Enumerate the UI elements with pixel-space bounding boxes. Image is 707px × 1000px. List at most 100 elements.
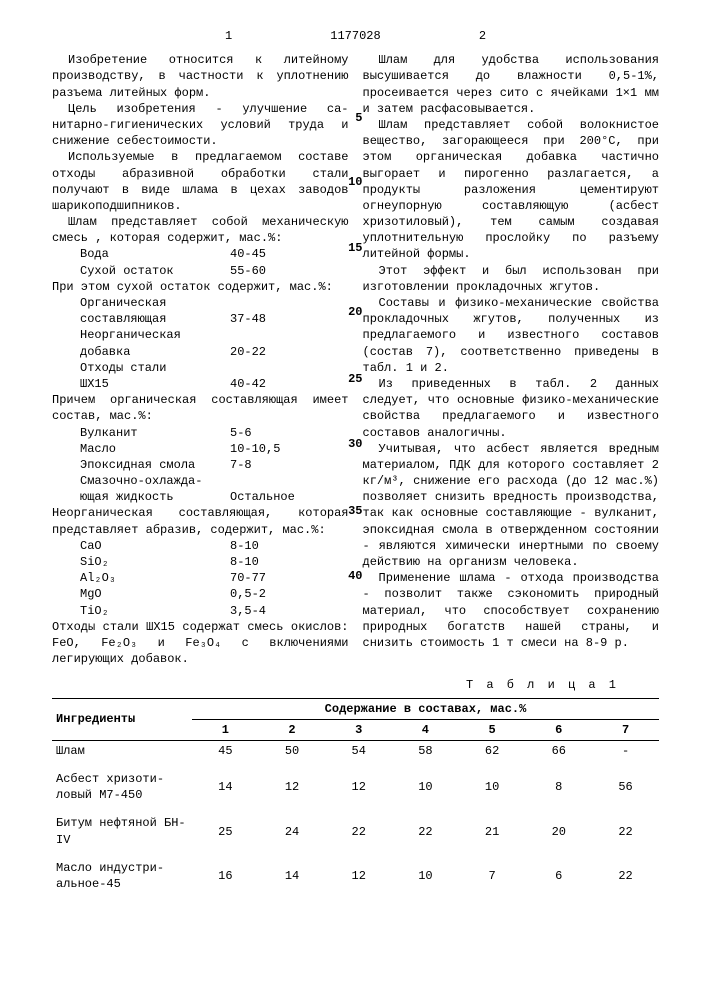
line-marker: 20 [348, 304, 362, 320]
data-label: Al₂O₃ [80, 570, 230, 586]
data-row: Отходы стали [52, 360, 349, 376]
data-label: MgO [80, 586, 230, 602]
col-num-header: 2 [259, 719, 326, 740]
paragraph: Составы и физико-механические свойства п… [363, 295, 660, 376]
cell-value: 7 [459, 858, 526, 894]
data-row: Органическая [52, 295, 349, 311]
data-label: ющая жидкость [80, 489, 230, 505]
ingredient-name: Битум нефтяной БН-IV [52, 813, 192, 849]
paragraph: Шлам представляет собой механи­ческую см… [52, 214, 349, 246]
page-num-right: 2 [386, 28, 659, 44]
cell-value: 14 [259, 858, 326, 894]
data-value: 40-42 [230, 376, 266, 392]
paragraph: Изобретение относится к литейному произв… [52, 52, 349, 101]
page-header: 1 1177028 2 [52, 28, 659, 44]
cell-value: 25 [192, 813, 259, 849]
cell-value: 22 [592, 858, 659, 894]
data-value: 3,5-4 [230, 603, 266, 619]
cell-value: 10 [392, 769, 459, 805]
table-row: Битум нефтяной БН-IV25242222212022 [52, 813, 659, 849]
cell-value: 24 [259, 813, 326, 849]
data-label: ШХ15 [80, 376, 230, 392]
data-row: добавка20-22 [52, 344, 349, 360]
cell-value: 20 [525, 813, 592, 849]
data-row: Неорганическая [52, 327, 349, 343]
data-row: Смазочно-охлажда- [52, 473, 349, 489]
data-label: Вулканит [80, 425, 230, 441]
paragraph: Учитывая, что асбест является вредным ма… [363, 441, 660, 571]
data-value: 40-45 [230, 246, 266, 262]
col-header: Содержание в составах, мас.% [192, 698, 659, 719]
data-row: CaO8-10 [52, 538, 349, 554]
paragraph: Цель изобретения - улучшение са­нитарно-… [52, 101, 349, 150]
data-row: ющая жидкостьОстальное [52, 489, 349, 505]
data-value: 20-22 [230, 344, 266, 360]
paragraph: Отходы стали ШХ15 содержат смесь окислов… [52, 619, 349, 668]
col-num-header: 3 [325, 719, 392, 740]
data-row: TiO₂3,5-4 [52, 603, 349, 619]
col-num-header: 5 [459, 719, 526, 740]
table-row: Шлам455054586266- [52, 740, 659, 761]
data-label: CaO [80, 538, 230, 554]
paragraph: Применение шлама - отхода произ­водства … [363, 570, 660, 651]
data-row: SiO₂8-10 [52, 554, 349, 570]
data-label: Органическая [80, 295, 230, 311]
paragraph: Этот эффект и был использован при изгото… [363, 263, 660, 295]
cell-value: 12 [325, 769, 392, 805]
data-label: Неорганическая [80, 327, 230, 343]
data-label: составляющая [80, 311, 230, 327]
table-row: Асбест хризоти­ловый М7-4501412121010856 [52, 769, 659, 805]
col-header: Ингредиенты [52, 698, 192, 740]
cell-value: 12 [325, 858, 392, 894]
col-num-header: 6 [525, 719, 592, 740]
data-value: 10-10,5 [230, 441, 280, 457]
data-value: 55-60 [230, 263, 266, 279]
left-column: 5 10 15 20 25 30 35 40 Изобретение относ… [52, 52, 349, 667]
line-marker: 25 [348, 371, 362, 387]
data-row: Вода40-45 [52, 246, 349, 262]
cell-value: 45 [192, 740, 259, 761]
data-value: 5-6 [230, 425, 252, 441]
cell-value: 10 [392, 858, 459, 894]
cell-value: - [592, 740, 659, 761]
data-row: Масло10-10,5 [52, 441, 349, 457]
paragraph: Из приведенных в табл. 2 данных следует,… [363, 376, 660, 441]
cell-value: 58 [392, 740, 459, 761]
line-marker: 40 [348, 568, 362, 584]
data-row: MgO0,5-2 [52, 586, 349, 602]
cell-value: 54 [325, 740, 392, 761]
paragraph: Неорганическая составляющая, которая пре… [52, 505, 349, 537]
data-label: Отходы стали [80, 360, 230, 376]
cell-value: 16 [192, 858, 259, 894]
line-marker: 5 [355, 110, 362, 126]
line-marker: 30 [348, 436, 362, 452]
data-label: TiO₂ [80, 603, 230, 619]
two-column-body: 5 10 15 20 25 30 35 40 Изобретение относ… [52, 52, 659, 667]
data-label: Вода [80, 246, 230, 262]
data-value: 70-77 [230, 570, 266, 586]
data-value: 8-10 [230, 554, 259, 570]
col-num-header: 7 [592, 719, 659, 740]
paragraph: Шлам для удобства использования высушива… [363, 52, 660, 117]
data-label: Смазочно-охлажда- [80, 473, 230, 489]
line-marker: 35 [348, 503, 362, 519]
cell-value: 22 [592, 813, 659, 849]
cell-value: 66 [525, 740, 592, 761]
right-column: Шлам для удобства использования высушива… [363, 52, 660, 667]
cell-value: 56 [592, 769, 659, 805]
data-row: ШХ1540-42 [52, 376, 349, 392]
data-label: добавка [80, 344, 230, 360]
page-num-left: 1 [52, 28, 325, 44]
data-value: 7-8 [230, 457, 252, 473]
data-row: Al₂O₃70-77 [52, 570, 349, 586]
data-row: Вулканит5-6 [52, 425, 349, 441]
paragraph: При этом сухой остаток содержит, мас.%: [52, 279, 349, 295]
cell-value: 12 [259, 769, 326, 805]
paragraph: Причем органическая составляющая имеет с… [52, 392, 349, 424]
data-label: SiO₂ [80, 554, 230, 570]
col-num-header: 1 [192, 719, 259, 740]
doc-number: 1177028 [325, 28, 386, 44]
col-num-header: 4 [392, 719, 459, 740]
ingredient-name: Шлам [52, 740, 192, 761]
cell-value: 21 [459, 813, 526, 849]
